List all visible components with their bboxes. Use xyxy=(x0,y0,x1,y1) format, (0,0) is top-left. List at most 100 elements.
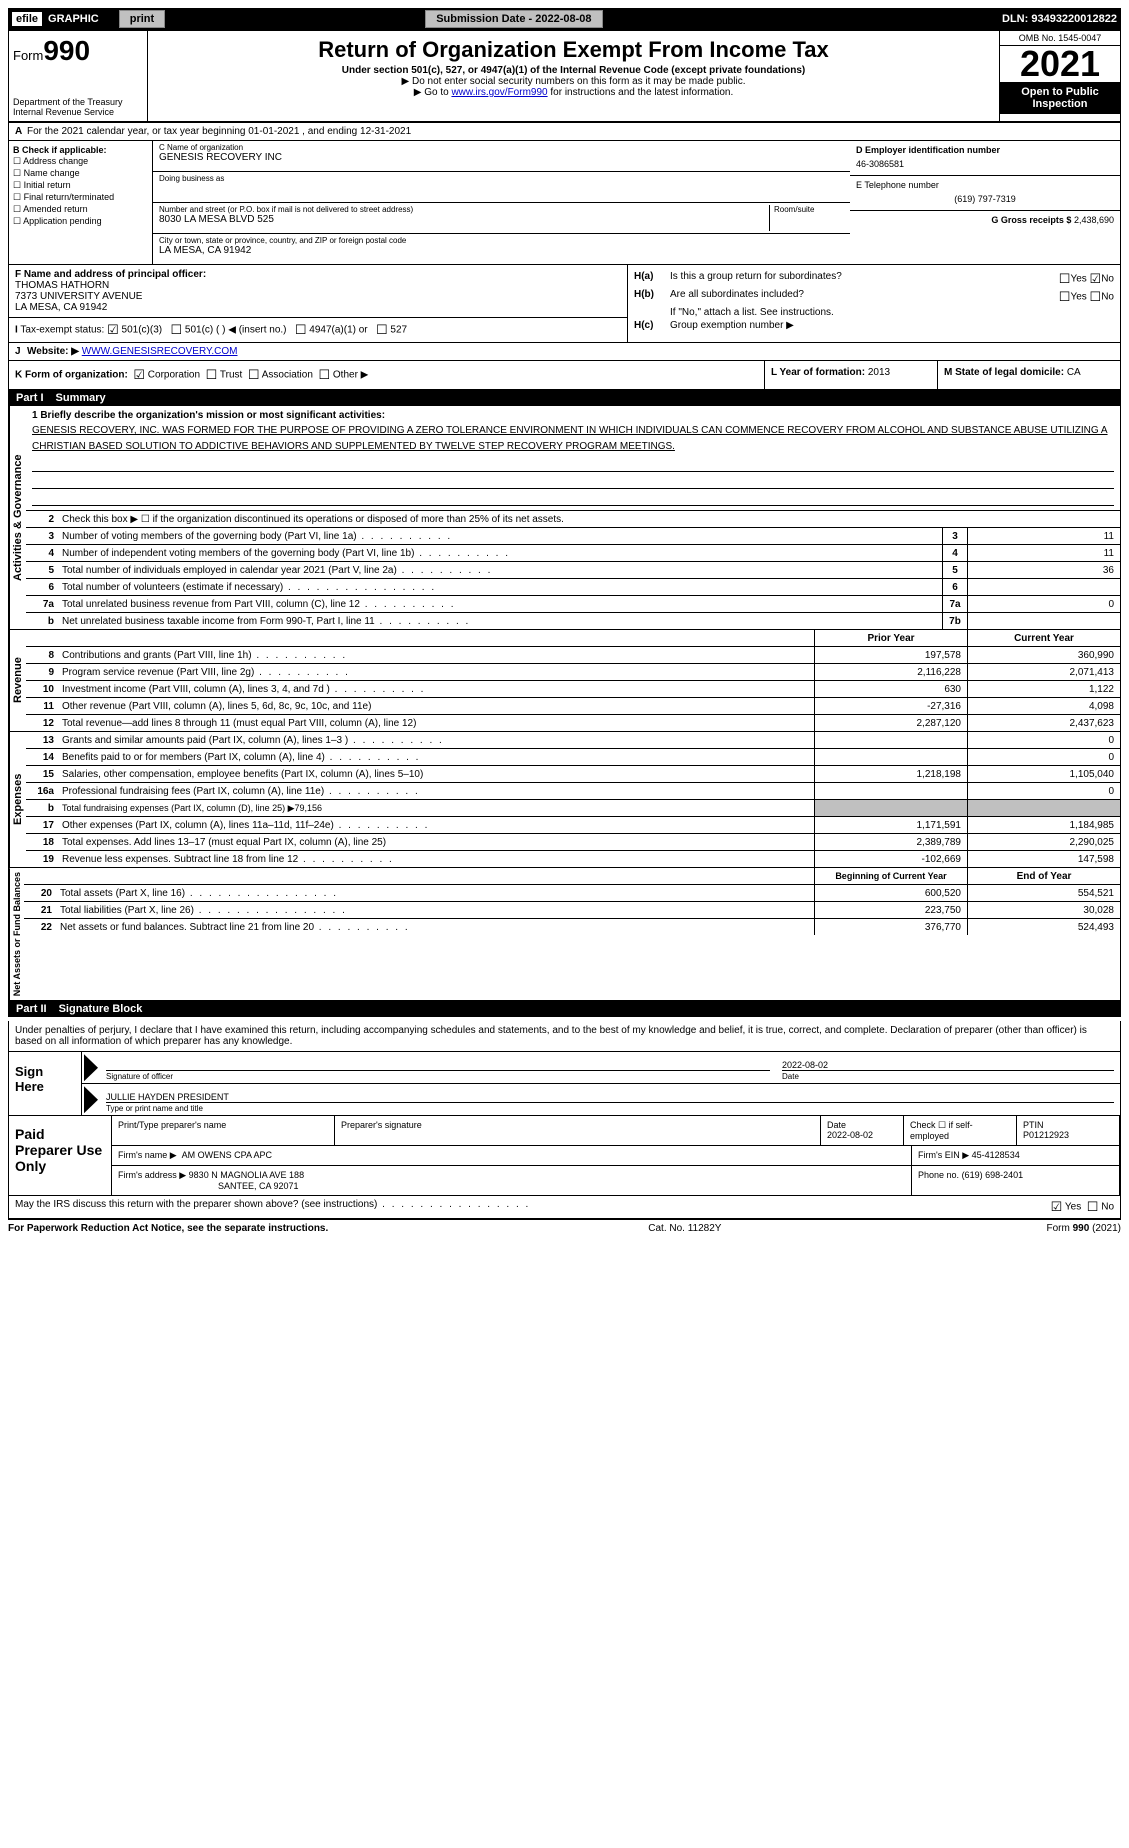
open-to-public: Open to Public Inspection xyxy=(1000,82,1120,114)
firm-addr2: SANTEE, CA 92071 xyxy=(218,1181,299,1191)
p15: 1,218,198 xyxy=(814,766,967,782)
revenue-block: Revenue Prior YearCurrent Year 8Contribu… xyxy=(8,630,1121,732)
check-501c[interactable] xyxy=(170,325,182,336)
irs-link[interactable]: www.irs.gov/Form990 xyxy=(451,87,547,98)
p13 xyxy=(814,732,967,748)
p17: 1,171,591 xyxy=(814,817,967,833)
sign-here-label: Sign Here xyxy=(9,1052,82,1115)
tax-year-range: For the 2021 calendar year, or tax year … xyxy=(27,126,411,137)
section-deg: D Employer identification number46-30865… xyxy=(850,141,1120,264)
gross-receipts: 2,438,690 xyxy=(1074,215,1114,225)
c9: 2,071,413 xyxy=(967,664,1120,680)
expenses-block: Expenses 13Grants and similar amounts pa… xyxy=(8,732,1121,868)
officer-typed-name: JULLIE HAYDEN PRESIDENT xyxy=(106,1092,1114,1102)
telephone: (619) 797-7319 xyxy=(856,194,1114,204)
org-city: LA MESA, CA 91942 xyxy=(159,245,844,256)
firm-phone: (619) 698-2401 xyxy=(962,1170,1024,1180)
form-title: Return of Organization Exempt From Incom… xyxy=(156,37,991,63)
check-501c3[interactable] xyxy=(107,325,119,336)
print-button[interactable]: print xyxy=(119,10,165,28)
website-link[interactable]: WWW.GENESISRECOVERY.COM xyxy=(82,346,238,357)
graphic-label: GRAPHIC xyxy=(48,13,99,25)
paid-preparer-label: Paid Preparer Use Only xyxy=(9,1116,111,1195)
dln-label: DLN: 93493220012822 xyxy=(1002,13,1117,25)
check-527[interactable] xyxy=(376,325,388,336)
officer-addr2: LA MESA, CA 91942 xyxy=(15,302,107,313)
check-initial-return[interactable]: Initial return xyxy=(13,180,148,191)
firm-ein: 45-4128534 xyxy=(972,1150,1020,1160)
k-corp[interactable] xyxy=(133,370,145,381)
paperwork-notice: For Paperwork Reduction Act Notice, see … xyxy=(8,1223,328,1234)
officer-addr1: 7373 UNIVERSITY AVENUE xyxy=(15,291,142,302)
firm-name: AM OWENS CPA APC xyxy=(182,1150,272,1160)
mission-text: GENESIS RECOVERY, INC. WAS FORMED FOR TH… xyxy=(32,423,1114,455)
h-b-yes[interactable] xyxy=(1059,292,1071,303)
e22: 524,493 xyxy=(967,919,1120,935)
c13: 0 xyxy=(967,732,1120,748)
part1-header: Part ISummary xyxy=(8,390,1121,406)
check-4947[interactable] xyxy=(295,325,307,336)
signature-block: Under penalties of perjury, I declare th… xyxy=(8,1021,1121,1219)
h-a-yes[interactable] xyxy=(1059,274,1071,285)
section-h: H(a)Is this a group return for subordina… xyxy=(628,265,1120,342)
p12: 2,287,120 xyxy=(814,715,967,731)
governance-block: Activities & Governance 1 Briefly descri… xyxy=(8,406,1121,630)
check-final-return[interactable]: Final return/terminated xyxy=(13,192,148,203)
discuss-yes[interactable] xyxy=(1051,1202,1063,1213)
submission-date-button[interactable]: Submission Date - 2022-08-08 xyxy=(425,10,602,28)
h-b-no[interactable] xyxy=(1090,292,1102,303)
mission-section: 1 Briefly describe the organization's mi… xyxy=(26,406,1120,511)
check-app-pending[interactable]: Application pending xyxy=(13,216,148,227)
val-5: 36 xyxy=(967,562,1120,578)
section-fh: F Name and address of principal officer:… xyxy=(8,265,1121,343)
p16a xyxy=(814,783,967,799)
arrow-icon xyxy=(84,1086,98,1113)
part2-header: Part IISignature Block xyxy=(8,1001,1121,1017)
p11: -27,316 xyxy=(814,698,967,714)
p9: 2,116,228 xyxy=(814,664,967,680)
instructions-note: Go to www.irs.gov/Form990 for instructio… xyxy=(156,87,991,98)
governance-label: Activities & Governance xyxy=(9,406,26,629)
k-assoc[interactable] xyxy=(248,370,260,381)
val-7a: 0 xyxy=(967,596,1120,612)
section-bcd: B Check if applicable: Address change Na… xyxy=(8,141,1121,265)
arrow-icon xyxy=(84,1054,98,1081)
section-f: F Name and address of principal officer:… xyxy=(9,265,628,342)
firm-addr1: 9830 N MAGNOLIA AVE 188 xyxy=(189,1170,304,1180)
c12: 2,437,623 xyxy=(967,715,1120,731)
c18: 2,290,025 xyxy=(967,834,1120,850)
ssn-note: Do not enter social security numbers on … xyxy=(156,76,991,87)
p14 xyxy=(814,749,967,765)
revenue-label: Revenue xyxy=(9,630,26,731)
p8: 197,578 xyxy=(814,647,967,663)
section-klm: K Form of organization: Corporation Trus… xyxy=(8,361,1121,390)
state-domicile: CA xyxy=(1067,367,1081,378)
discuss-question: May the IRS discuss this return with the… xyxy=(15,1199,530,1215)
check-address-change[interactable]: Address change xyxy=(13,156,148,167)
section-a: AFor the 2021 calendar year, or tax year… xyxy=(8,123,1121,141)
check-name-change[interactable]: Name change xyxy=(13,168,148,179)
sig-date: 2022-08-02 xyxy=(782,1060,1114,1070)
tax-year: 2021 xyxy=(1000,46,1120,82)
room-suite-label: Room/suite xyxy=(770,205,844,231)
c17: 1,184,985 xyxy=(967,817,1120,833)
k-other[interactable] xyxy=(318,370,330,381)
netassets-block: Net Assets or Fund Balances Beginning of… xyxy=(8,868,1121,1001)
p18: 2,389,789 xyxy=(814,834,967,850)
check-amended[interactable]: Amended return xyxy=(13,204,148,215)
c10: 1,122 xyxy=(967,681,1120,697)
penalty-text: Under penalties of perjury, I declare th… xyxy=(9,1021,1120,1051)
expenses-label: Expenses xyxy=(9,732,26,867)
discuss-no[interactable] xyxy=(1087,1202,1099,1213)
b22: 376,770 xyxy=(814,919,967,935)
k-trust[interactable] xyxy=(206,370,218,381)
dept-label: Department of the Treasury Internal Reve… xyxy=(13,97,143,117)
c8: 360,990 xyxy=(967,647,1120,663)
h-a-no[interactable] xyxy=(1090,274,1102,285)
val-3: 11 xyxy=(967,528,1120,544)
section-j: JWebsite: ▶ WWW.GENESISRECOVERY.COM xyxy=(8,343,1121,361)
b21: 223,750 xyxy=(814,902,967,918)
b20: 600,520 xyxy=(814,885,967,901)
form-footer-label: Form 990 (2021) xyxy=(1047,1223,1121,1234)
form-subtitle: Under section 501(c), 527, or 4947(a)(1)… xyxy=(156,65,991,76)
